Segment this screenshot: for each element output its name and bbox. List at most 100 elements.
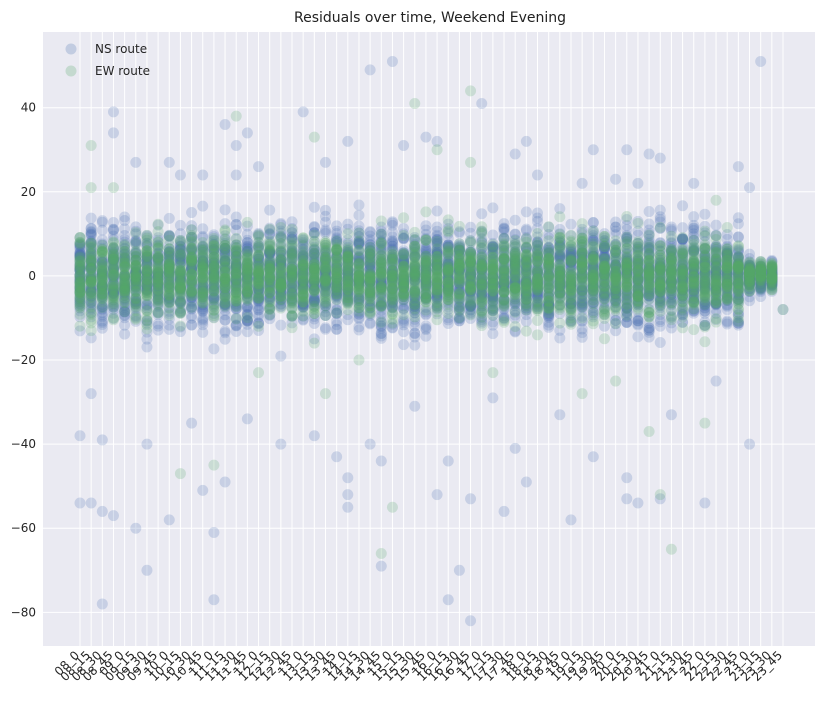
ns-route-point-outlier: [96, 598, 108, 610]
ns-route-point: [119, 283, 131, 295]
ns-route-point: [130, 275, 142, 287]
ns-route-point: [130, 281, 142, 293]
ns-route-point: [130, 268, 142, 280]
ns-route-point-outlier: [453, 564, 465, 576]
ns-route-point: [107, 287, 119, 299]
ns-route-point: [96, 216, 108, 228]
ns-route-point: [119, 281, 131, 293]
ns-route-point: [119, 248, 131, 260]
ns-route-point: [107, 251, 119, 263]
ns-route-point: [96, 315, 108, 327]
ns-route-point: [119, 309, 131, 321]
ns-route-point: [119, 289, 131, 301]
ns-route-point: [107, 255, 119, 267]
ns-route-point: [74, 311, 86, 323]
ns-route-point: [141, 304, 153, 316]
ns-route-point: [107, 303, 119, 315]
ns-route-point: [107, 270, 119, 282]
grid: [43, 32, 815, 646]
ns-route-point: [319, 204, 331, 216]
ns-route-point: [119, 255, 131, 267]
ns-route-point: [107, 297, 119, 309]
ew-route-point: [107, 278, 119, 290]
ns-route-point: [119, 253, 131, 265]
ew-route-point: [163, 243, 175, 255]
ns-route-point: [119, 275, 131, 287]
ns-route-point: [96, 271, 108, 283]
ns-route-point: [130, 267, 142, 279]
ns-route-point: [96, 269, 108, 281]
ns-route-point: [119, 281, 131, 293]
ns-route-point: [141, 257, 153, 269]
ew-route-point: [163, 296, 175, 308]
ns-route-point: [487, 229, 499, 241]
ns-route-point: [107, 263, 119, 275]
ns-route-point: [130, 303, 142, 315]
ns-route-point: [119, 284, 131, 296]
ns-route-point: [74, 262, 86, 274]
ns-route-point: [96, 318, 108, 330]
ns-route-point: [219, 204, 231, 216]
ns-route-point: [74, 257, 86, 269]
ns-route-point: [96, 275, 108, 287]
ns-route-point: [74, 297, 86, 309]
ns-route-point: [74, 251, 86, 263]
ns-route-point: [107, 282, 119, 294]
ns-route-point: [130, 247, 142, 259]
ns-route-point-outlier: [85, 388, 97, 400]
ns-route-point: [85, 226, 97, 238]
ns-route-point: [85, 229, 97, 241]
ns-route-point-outlier: [219, 476, 231, 488]
ns-route-point: [141, 256, 153, 268]
ew-route-point: [152, 218, 164, 230]
ns-route-point-outlier: [442, 594, 454, 606]
ns-route-point-outlier: [532, 169, 544, 181]
ew-route-point: [96, 264, 108, 276]
ns-route-point: [85, 286, 97, 298]
ns-route-point: [74, 273, 86, 285]
ns-route-point: [119, 251, 131, 263]
ew-route-point: [119, 269, 131, 281]
ns-route-point-outlier: [241, 127, 253, 139]
ns-route-point: [107, 287, 119, 299]
ew-route-point: [152, 261, 164, 273]
ns-route-point: [85, 255, 97, 267]
ns-route-point: [141, 341, 153, 353]
ns-route-point-outlier: [297, 106, 309, 118]
ew-route-point: [141, 319, 153, 331]
ns-route-point: [107, 262, 119, 274]
ew-route-point: [85, 270, 97, 282]
ns-route-point: [85, 290, 97, 302]
ns-route-point: [119, 247, 131, 259]
ns-route-point: [141, 260, 153, 272]
ns-route-point: [197, 200, 209, 212]
ns-route-point: [85, 297, 97, 309]
ns-route-point: [74, 240, 86, 252]
ns-route-point: [130, 270, 142, 282]
ns-route-point-outlier: [744, 438, 756, 450]
ns-route-point: [119, 312, 131, 324]
ns-route-point: [85, 262, 97, 274]
ns-route-point: [141, 271, 153, 283]
ns-route-point: [141, 279, 153, 291]
ns-route-point: [130, 251, 142, 263]
ns-route-point: [85, 270, 97, 282]
ew-route-point: [85, 248, 97, 260]
ns-route-point: [130, 247, 142, 259]
ns-route-point: [85, 284, 97, 296]
ns-route-point: [119, 278, 131, 290]
ns-route-point-outlier: [520, 135, 532, 147]
ns-route-point: [74, 250, 86, 262]
ns-route-point: [520, 206, 532, 218]
ns-route-point: [107, 290, 119, 302]
ns-route-point: [74, 292, 86, 304]
ns-route-point: [96, 268, 108, 280]
ns-route-point: [163, 212, 175, 224]
ns-route-point: [85, 223, 97, 235]
ns-route-point: [141, 271, 153, 283]
ns-route-point: [565, 218, 577, 230]
ew-route-point: [130, 281, 142, 293]
ns-route-point: [119, 253, 131, 265]
ns-route-point: [107, 274, 119, 286]
ns-route-point: [85, 290, 97, 302]
